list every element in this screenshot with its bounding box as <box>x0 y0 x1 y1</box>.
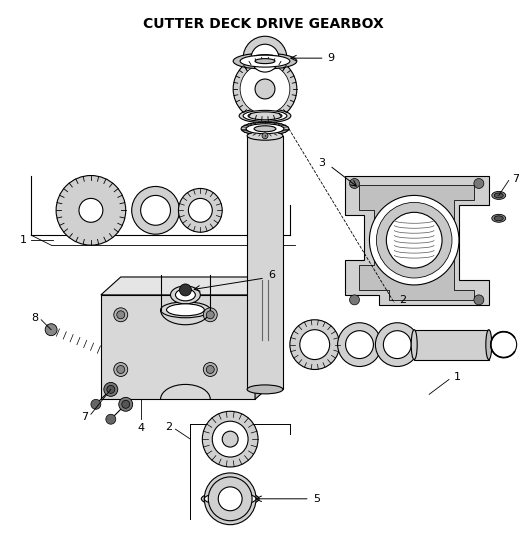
Text: 2: 2 <box>165 422 172 432</box>
Circle shape <box>290 319 339 369</box>
Circle shape <box>132 186 180 234</box>
Circle shape <box>107 385 115 393</box>
Text: 8: 8 <box>31 313 38 323</box>
Text: 4: 4 <box>137 423 144 433</box>
Ellipse shape <box>214 495 246 503</box>
Circle shape <box>141 196 171 225</box>
Ellipse shape <box>201 492 259 506</box>
Ellipse shape <box>161 302 210 318</box>
Circle shape <box>104 383 118 396</box>
Ellipse shape <box>246 124 284 134</box>
Circle shape <box>56 175 126 245</box>
Ellipse shape <box>248 112 282 120</box>
Bar <box>101 295 255 399</box>
Circle shape <box>180 284 191 296</box>
Ellipse shape <box>494 193 503 198</box>
Text: 3: 3 <box>319 158 326 168</box>
Circle shape <box>349 179 359 189</box>
Ellipse shape <box>492 214 506 222</box>
Circle shape <box>117 311 125 319</box>
Text: CUTTER DECK DRIVE GEARBOX: CUTTER DECK DRIVE GEARBOX <box>143 18 383 31</box>
Circle shape <box>338 323 382 367</box>
Bar <box>414 330 489 359</box>
Circle shape <box>206 311 214 319</box>
Polygon shape <box>255 277 275 399</box>
Circle shape <box>114 308 128 322</box>
Circle shape <box>208 477 252 521</box>
Circle shape <box>214 483 246 515</box>
Circle shape <box>202 411 258 467</box>
Circle shape <box>122 401 130 408</box>
Circle shape <box>179 189 222 232</box>
Circle shape <box>117 366 125 374</box>
Circle shape <box>204 473 256 524</box>
Text: 7: 7 <box>81 412 88 423</box>
Circle shape <box>222 431 238 447</box>
Circle shape <box>243 36 287 80</box>
Circle shape <box>375 323 419 367</box>
Circle shape <box>376 202 452 278</box>
Bar <box>247 136 283 390</box>
Text: 7: 7 <box>512 174 519 184</box>
Ellipse shape <box>175 289 196 301</box>
Ellipse shape <box>171 286 200 304</box>
Ellipse shape <box>251 55 279 61</box>
Circle shape <box>106 414 116 424</box>
Circle shape <box>206 366 214 374</box>
Text: 9: 9 <box>328 53 335 63</box>
Polygon shape <box>359 185 474 300</box>
Ellipse shape <box>494 216 503 221</box>
Text: 1: 1 <box>20 235 27 245</box>
Circle shape <box>346 330 374 358</box>
Circle shape <box>369 196 459 285</box>
Circle shape <box>188 198 212 222</box>
Text: 5: 5 <box>313 494 320 504</box>
Polygon shape <box>345 175 489 305</box>
Ellipse shape <box>255 59 275 64</box>
Text: 6: 6 <box>268 270 275 280</box>
Ellipse shape <box>240 55 290 67</box>
Circle shape <box>119 397 133 411</box>
Ellipse shape <box>411 330 417 359</box>
Ellipse shape <box>247 132 283 140</box>
Ellipse shape <box>492 191 506 199</box>
Circle shape <box>300 330 330 359</box>
Text: 1: 1 <box>454 373 461 383</box>
Circle shape <box>79 198 103 222</box>
Circle shape <box>262 133 268 139</box>
Circle shape <box>474 179 484 189</box>
Ellipse shape <box>204 492 256 505</box>
Ellipse shape <box>241 52 289 64</box>
Circle shape <box>203 363 217 376</box>
Circle shape <box>233 57 297 121</box>
Circle shape <box>491 332 516 357</box>
Circle shape <box>474 295 484 305</box>
Ellipse shape <box>243 53 287 63</box>
Circle shape <box>45 324 57 336</box>
Circle shape <box>91 399 101 409</box>
Polygon shape <box>101 277 275 295</box>
Circle shape <box>212 421 248 457</box>
Ellipse shape <box>239 109 291 123</box>
Circle shape <box>203 308 217 322</box>
Circle shape <box>251 44 279 72</box>
Circle shape <box>218 487 242 511</box>
Circle shape <box>240 64 290 114</box>
Ellipse shape <box>167 304 204 316</box>
Ellipse shape <box>247 385 283 394</box>
Text: 2: 2 <box>399 295 406 305</box>
Circle shape <box>220 489 240 509</box>
Circle shape <box>349 295 359 305</box>
Ellipse shape <box>486 330 492 359</box>
Ellipse shape <box>243 110 287 121</box>
Ellipse shape <box>233 53 297 69</box>
Circle shape <box>214 483 246 515</box>
Circle shape <box>383 330 411 358</box>
Ellipse shape <box>241 122 289 135</box>
Circle shape <box>255 79 275 99</box>
Circle shape <box>386 212 442 268</box>
Ellipse shape <box>254 126 276 132</box>
Circle shape <box>114 363 128 376</box>
